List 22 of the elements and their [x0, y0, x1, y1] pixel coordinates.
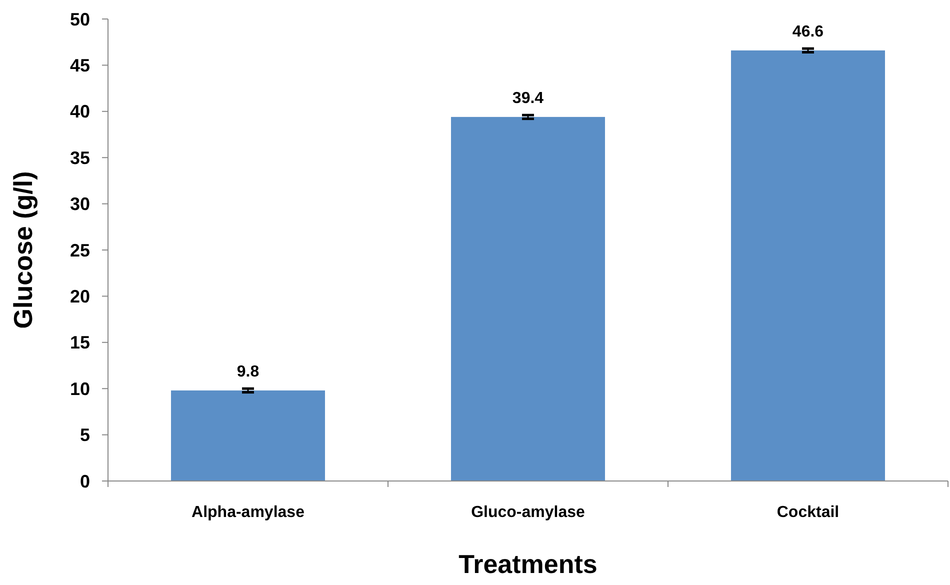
y-tick-label: 20	[70, 286, 90, 306]
y-tick-label: 30	[70, 194, 90, 214]
bar	[731, 50, 885, 481]
data-label: 9.8	[236, 364, 260, 381]
y-tick-label: 15	[70, 332, 90, 353]
bar	[171, 390, 325, 481]
x-tick-label: Alpha-amylase	[192, 504, 305, 521]
y-axis-title: Glucose (g/l)	[8, 171, 38, 329]
y-tick-label: 50	[70, 9, 90, 30]
bar	[451, 116, 605, 481]
y-tick-label: 5	[80, 425, 90, 446]
y-tick-label: 35	[70, 148, 90, 168]
y-tick-label: 10	[70, 378, 90, 399]
x-tick-label: Gluco-amylase	[471, 504, 586, 521]
x-axis-title: Treatments	[458, 549, 598, 579]
data-label: 46.6	[792, 24, 824, 41]
y-tick-label: 40	[70, 102, 90, 122]
y-tick-label: 25	[70, 240, 90, 260]
data-label: 39.4	[512, 90, 544, 108]
y-tick-label: 45	[70, 56, 90, 76]
x-tick-label: Cocktail	[776, 504, 840, 521]
y-tick-label: 0	[80, 471, 90, 492]
